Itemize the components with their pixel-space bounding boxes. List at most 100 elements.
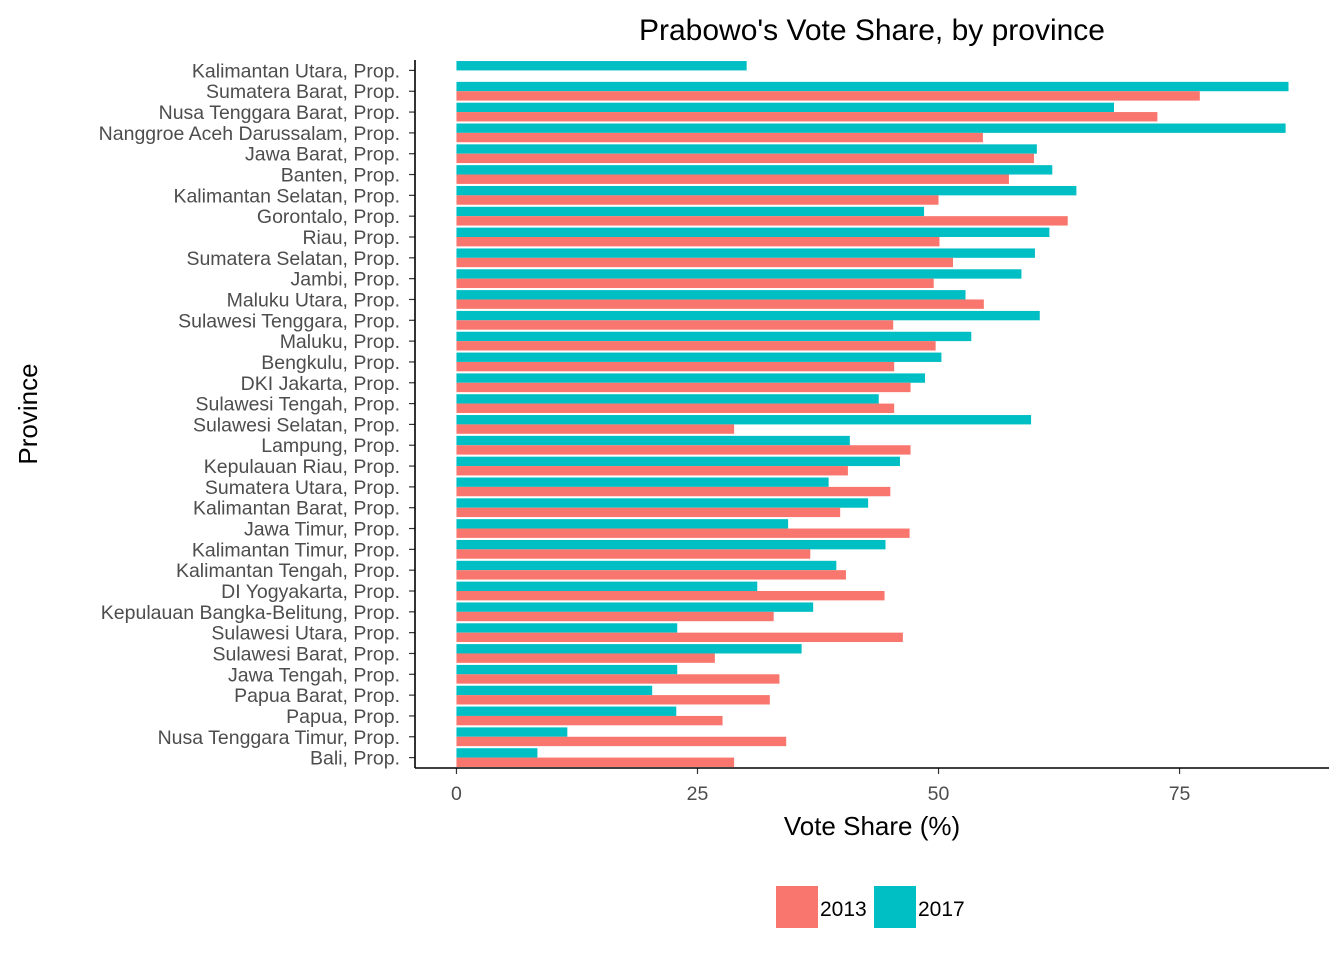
bar-2017 — [456, 498, 869, 508]
bar-2013 — [456, 237, 940, 247]
bar-2017 — [456, 206, 925, 217]
bar-2017 — [456, 269, 1022, 279]
bar-2013 — [456, 653, 715, 663]
bar-2017 — [456, 185, 1077, 196]
y-tick-label: Kalimantan Tengah, Prop. — [176, 560, 400, 582]
bar-2017 — [456, 352, 942, 362]
y-tick-label: Kalimantan Barat, Prop. — [193, 498, 400, 520]
y-axis-ticks: Kalimantan Utara, Prop.Sumatera Barat, P… — [99, 60, 415, 770]
bar-2013 — [456, 549, 811, 559]
y-tick-label: Bali, Prop. — [310, 748, 400, 770]
bar-2017 — [456, 61, 747, 71]
bar-2017 — [456, 685, 653, 696]
y-tick-label: Sumatera Barat, Prop. — [206, 81, 400, 103]
bar-2017 — [456, 248, 1035, 258]
bar-2013 — [456, 507, 841, 518]
bar-2017 — [456, 394, 879, 404]
bar-2017 — [456, 623, 678, 633]
bar-2013 — [456, 153, 1034, 164]
y-tick-label: Bengkulu, Prop. — [261, 352, 400, 374]
y-tick-label: Papua Barat, Prop. — [234, 685, 400, 707]
bar-2017 — [456, 706, 677, 716]
legend: 2013 2017 — [776, 886, 965, 928]
x-axis-title: Vote Share (%) — [784, 811, 960, 841]
legend-label-2017: 2017 — [918, 898, 965, 921]
y-tick-label: Sulawesi Tengah, Prop. — [195, 394, 400, 416]
x-tick-label: 50 — [928, 783, 950, 805]
bar-2013 — [456, 611, 774, 622]
bar-2017 — [456, 415, 1032, 425]
bar-2013 — [456, 570, 846, 580]
bar-2017 — [456, 81, 1289, 92]
bar-2017 — [456, 519, 789, 529]
bar-2013 — [456, 382, 911, 393]
bar-2017 — [456, 748, 538, 758]
bar-2017 — [456, 290, 966, 300]
bar-2017 — [456, 165, 1053, 175]
y-tick-label: Sulawesi Tenggara, Prop. — [178, 310, 400, 332]
bar-2017 — [456, 560, 837, 571]
bar-2017 — [456, 644, 802, 654]
y-tick-label: Sulawesi Utara, Prop. — [211, 623, 400, 645]
bar-2017 — [456, 310, 1040, 321]
bar-2013 — [456, 736, 787, 747]
y-tick-label: Kalimantan Timur, Prop. — [192, 539, 400, 561]
bar-2013 — [456, 278, 934, 289]
bar-2017 — [456, 539, 886, 550]
bar-2013 — [456, 257, 953, 268]
bar-2017 — [456, 435, 850, 446]
bar-2013 — [456, 320, 894, 330]
y-tick-label: Jawa Timur, Prop. — [244, 519, 400, 541]
legend-key-2013 — [776, 886, 818, 928]
bar-2017 — [456, 227, 1050, 237]
y-tick-label: Lampung, Prop. — [261, 435, 400, 457]
bar-2017 — [456, 456, 900, 467]
bar-2013 — [456, 632, 903, 643]
bar-2017 — [456, 581, 758, 591]
bar-2017 — [456, 373, 926, 383]
y-tick-label: Nusa Tenggara Barat, Prop. — [159, 102, 400, 124]
bar-2017 — [456, 123, 1286, 133]
bar-2013 — [456, 486, 891, 497]
bar-2013 — [456, 715, 723, 726]
y-tick-label: Kalimantan Selatan, Prop. — [173, 185, 400, 207]
bar-2013 — [456, 216, 1068, 226]
bars-layer — [456, 61, 1289, 767]
legend-label-2013: 2013 — [820, 898, 867, 921]
bar-2013 — [456, 466, 848, 476]
y-tick-label: Jambi, Prop. — [291, 269, 400, 291]
bar-2013 — [456, 757, 735, 767]
y-tick-label: Sulawesi Barat, Prop. — [212, 643, 400, 665]
y-tick-label: Sumatera Utara, Prop. — [205, 477, 400, 499]
y-tick-label: DI Yogyakarta, Prop. — [221, 581, 400, 603]
y-tick-label: Papua, Prop. — [286, 706, 400, 728]
y-tick-label: Maluku Utara, Prop. — [227, 289, 400, 311]
bar-2017 — [456, 602, 814, 612]
y-tick-label: Nanggroe Aceh Darussalam, Prop. — [99, 123, 400, 145]
x-tick-label: 0 — [451, 783, 462, 805]
y-tick-label: Kepulauan Bangka-Belitung, Prop. — [101, 602, 400, 624]
bar-2017 — [456, 477, 829, 487]
bar-2013 — [456, 695, 770, 705]
bar-2013 — [456, 445, 911, 455]
y-axis-title: Province — [13, 363, 43, 464]
y-tick-label: Jawa Barat, Prop. — [245, 144, 400, 166]
bar-2017 — [456, 331, 972, 342]
bar-2013 — [456, 528, 910, 538]
y-tick-label: Jawa Tengah, Prop. — [228, 664, 400, 686]
bar-2013 — [456, 174, 1009, 184]
bar-2013 — [456, 361, 895, 372]
bar-2017 — [456, 727, 568, 737]
bar-2017 — [456, 144, 1037, 154]
y-tick-label: Banten, Prop. — [281, 165, 400, 187]
x-tick-label: 75 — [1169, 783, 1191, 805]
bar-2017 — [456, 102, 1114, 113]
chart-title: Prabowo's Vote Share, by province — [639, 14, 1105, 47]
y-tick-label: Maluku, Prop. — [280, 331, 400, 353]
y-tick-label: DKI Jakarta, Prop. — [241, 373, 400, 395]
bar-2017 — [456, 664, 678, 675]
bar-2013 — [456, 403, 895, 413]
y-tick-label: Kalimantan Utara, Prop. — [192, 60, 400, 82]
bar-2013 — [456, 299, 984, 309]
